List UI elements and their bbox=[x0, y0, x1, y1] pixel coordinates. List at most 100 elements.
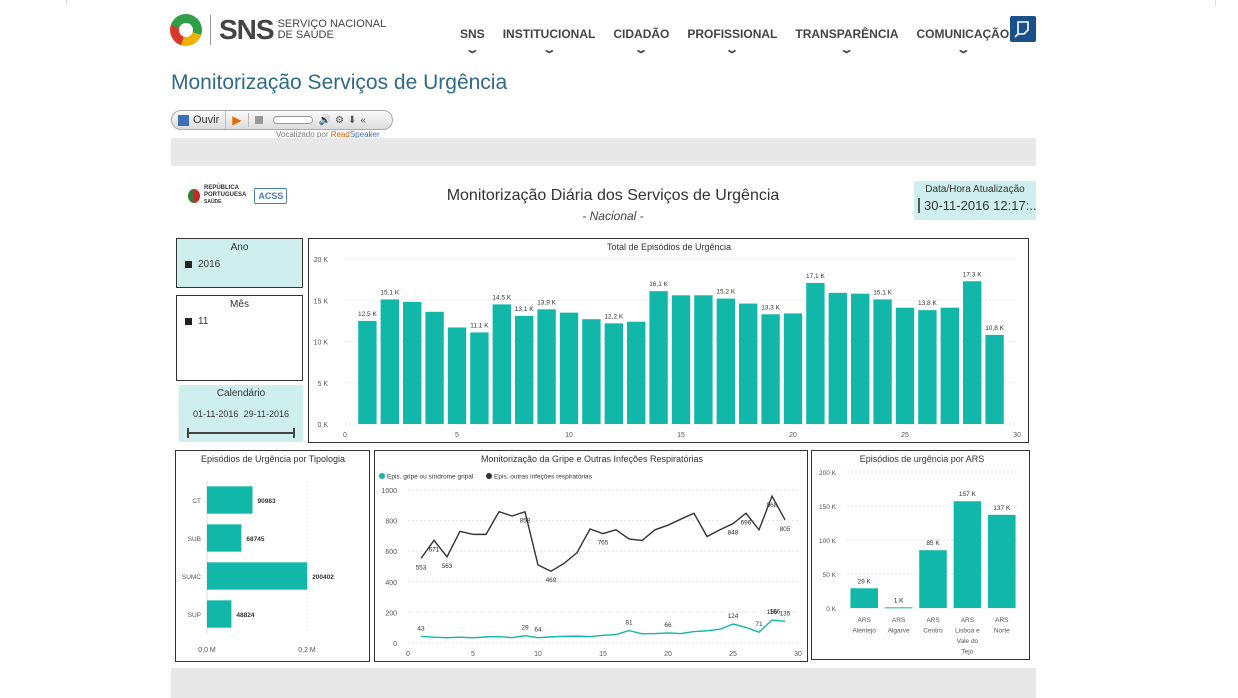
y-tick-label: 10 K bbox=[314, 340, 329, 347]
y-tick-label: 50 K bbox=[823, 572, 837, 579]
bar bbox=[988, 514, 1016, 608]
y-tick-label: 150 K bbox=[819, 504, 837, 511]
legend-label: Epis. outras infeções respiratórias bbox=[494, 474, 593, 481]
settings-icon[interactable]: ⚙ bbox=[334, 114, 344, 126]
bar bbox=[761, 314, 780, 424]
readspeaker-listen-button[interactable]: Ouvir bbox=[172, 111, 227, 129]
x-tick-label: 0,2 M bbox=[298, 647, 316, 654]
data-label: 124 bbox=[728, 613, 739, 620]
nav-label: COMUNICAÇÃO bbox=[916, 27, 1010, 41]
category-label: Lisboa e bbox=[955, 628, 980, 635]
slicer-ano: Ano 2016 bbox=[176, 238, 303, 288]
ars-chart-panel: Episódios de urgência por ARS 0 K 50 K 100 … bbox=[811, 450, 1030, 660]
bar bbox=[447, 327, 467, 424]
data-label: 12,5 K bbox=[358, 311, 377, 318]
republica-text: REPÚBLICA PORTUGUESA SAÚDE bbox=[204, 185, 246, 206]
slicer-mes: Mês 11 bbox=[176, 295, 303, 381]
sns-logo-mark bbox=[170, 14, 202, 46]
update-date-card: Data/Hora Atualização 30-11-2016 12:17:.… bbox=[914, 181, 1036, 220]
data-label: 135 bbox=[780, 610, 791, 617]
download-icon[interactable]: ⬇ bbox=[347, 114, 357, 126]
bar bbox=[739, 303, 758, 424]
bar bbox=[207, 600, 232, 628]
series-line bbox=[420, 619, 786, 639]
stop-icon[interactable] bbox=[254, 116, 263, 124]
nav-item-transparencia[interactable]: TRANSPARÊNCIA ⌄ bbox=[795, 27, 898, 56]
slicer-mes-item[interactable]: 11 bbox=[185, 316, 302, 327]
x-tick-label: 10 bbox=[565, 432, 573, 439]
volume-icon[interactable]: 🔊 bbox=[318, 114, 331, 126]
category-label: ARS bbox=[961, 617, 975, 624]
credit-brand-b: Speaker bbox=[349, 130, 380, 139]
bottom-gray-band bbox=[171, 668, 1036, 698]
data-label: 81 bbox=[625, 620, 633, 627]
data-label: 166 bbox=[770, 609, 781, 616]
bar bbox=[918, 310, 937, 424]
acss-logo: ACSS bbox=[254, 187, 288, 204]
x-tick-label: 0,0 M bbox=[198, 647, 216, 654]
report-subtitle: - Nacional - bbox=[582, 209, 644, 223]
nav-label: TRANSPARÊNCIA bbox=[795, 27, 899, 41]
category-label: SUP bbox=[188, 612, 201, 619]
bar bbox=[492, 304, 511, 424]
progress-slider[interactable] bbox=[272, 116, 313, 124]
report-logos: REPÚBLICA PORTUGUESA SAÚDE ACSS bbox=[188, 185, 288, 206]
help-button[interactable] bbox=[1010, 16, 1036, 42]
y-tick-label: 600 bbox=[385, 549, 397, 556]
y-tick-label: 5 K bbox=[317, 381, 328, 388]
data-label: 968 bbox=[767, 502, 778, 509]
readspeaker-credit: Vocalizado por ReadSpeaker bbox=[276, 130, 380, 139]
calendar-range-slider[interactable] bbox=[187, 428, 295, 438]
sns-logo[interactable]: SNS SERVIÇO NACIONAL DE SAÚDE bbox=[170, 14, 386, 46]
calendar-start-date[interactable]: 01-11-2016 bbox=[193, 409, 239, 419]
nav-label: PROFISSIONAL bbox=[687, 27, 778, 41]
slicer-mes-value: 11 bbox=[198, 316, 209, 327]
x-tick-label: 0 bbox=[406, 651, 410, 658]
data-label: 696 bbox=[741, 519, 752, 526]
speaker-icon bbox=[178, 114, 189, 126]
category-label: Centro bbox=[923, 628, 943, 635]
nav-label: INSTITUCIONAL bbox=[502, 27, 596, 41]
bar bbox=[940, 307, 959, 424]
chart-title: Monitorização da Gripe e Outras Infeções… bbox=[481, 454, 704, 464]
x-tick-label: 5 bbox=[455, 432, 459, 439]
bar bbox=[425, 311, 444, 424]
category-label: ARS bbox=[858, 617, 872, 624]
gripe-chart: Monitorização da Gripe e Outras Infeções… bbox=[379, 454, 802, 658]
data-label: 17,1 K bbox=[806, 273, 825, 280]
bar bbox=[627, 321, 646, 424]
bar bbox=[963, 281, 982, 424]
calendar-dates: 01-11-2016 29-11-2016 bbox=[179, 409, 303, 419]
category-label: CT bbox=[192, 498, 201, 505]
data-label: 13,8 K bbox=[918, 300, 937, 307]
data-label: 765 bbox=[598, 540, 609, 547]
nav-item-comunicacao[interactable]: COMUNICAÇÃO ⌄ bbox=[917, 27, 1010, 56]
collapse-icon[interactable]: « bbox=[360, 114, 366, 126]
chevron-down-icon: ⌄ bbox=[464, 44, 480, 56]
data-label: 156 bbox=[767, 609, 778, 616]
nav-item-cidadao[interactable]: CIDADÃO ⌄ bbox=[613, 27, 669, 56]
y-tick-label: 0 K bbox=[317, 422, 328, 429]
listen-label: Ouvir bbox=[193, 114, 220, 126]
slicer-mes-title: Mês bbox=[230, 299, 249, 310]
bar bbox=[873, 299, 892, 424]
y-tick-label: 800 bbox=[385, 519, 397, 526]
bar bbox=[604, 323, 623, 424]
nav-item-institucional[interactable]: INSTITUCIONAL ⌄ bbox=[503, 27, 596, 56]
data-label: 66 bbox=[664, 622, 672, 629]
data-label: 157 K bbox=[959, 491, 977, 498]
slicer-ano-item[interactable]: 2016 bbox=[185, 259, 302, 270]
data-label: 16,1 K bbox=[649, 281, 668, 288]
nav-item-sns[interactable]: SNS ⌄ bbox=[460, 27, 485, 56]
data-label: 48824 bbox=[236, 612, 254, 619]
nav-item-profissional[interactable]: PROFISSIONAL ⌄ bbox=[687, 27, 777, 56]
slicer-ano-value: 2016 bbox=[198, 259, 221, 270]
calendar-end-date[interactable]: 29-11-2016 bbox=[243, 409, 289, 419]
data-label: 64 bbox=[534, 627, 542, 634]
nav-label: CIDADÃO bbox=[613, 27, 670, 41]
play-icon[interactable]: ▶ bbox=[226, 113, 249, 127]
data-label: 15,2 K bbox=[716, 289, 735, 296]
x-tick-label: 30 bbox=[794, 651, 802, 658]
bar bbox=[470, 332, 489, 424]
logo-divider bbox=[210, 15, 211, 45]
